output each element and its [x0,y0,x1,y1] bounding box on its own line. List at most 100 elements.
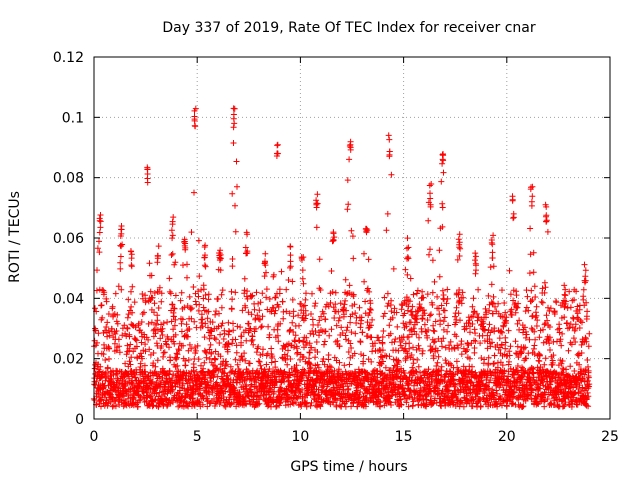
data-point [172,316,179,323]
data-point [211,335,218,341]
data-point [253,349,260,356]
data-point [404,350,411,357]
data-point [349,233,356,240]
data-point [405,244,412,251]
data-point [170,326,177,333]
data-point [436,273,443,280]
data-point [191,401,197,408]
data-point [346,361,353,368]
data-point [387,330,394,337]
data-point [426,312,433,319]
data-point [152,363,159,370]
data-point [533,323,540,329]
data-point [408,391,415,398]
data-point [289,278,296,285]
data-point [472,338,479,345]
data-point [457,245,464,252]
data-point [286,310,293,317]
data-point [384,303,391,310]
data-point [206,335,213,342]
data-point [271,310,278,317]
data-point [343,336,349,343]
data-point [351,350,358,357]
data-point [352,310,359,317]
data-point [266,331,273,338]
data-point [455,236,462,243]
data-point [94,267,100,274]
data-point [477,403,484,409]
data-point [242,244,249,251]
data-point [224,348,231,355]
data-point [419,288,426,295]
data-point [155,305,162,311]
data-point [292,390,299,397]
data-point [359,329,366,336]
data-point [314,191,321,198]
data-point [212,311,219,318]
data-point [470,295,477,302]
data-point [137,350,144,357]
data-point [455,344,462,351]
y-axis-label: ROTI / TECUs [7,191,23,283]
data-point [233,158,240,165]
data-point [145,336,152,343]
data-point [582,267,589,274]
data-point [147,394,154,400]
data-point [332,289,339,296]
data-point [367,306,373,312]
data-point [404,245,410,252]
data-point [127,361,134,368]
data-point [171,340,178,347]
data-point [419,347,426,354]
data-point [395,359,402,365]
data-point [343,327,350,334]
data-point [362,298,369,305]
data-point [439,204,446,211]
data-point [456,231,463,238]
data-point [159,365,166,372]
data-point [127,248,134,255]
data-point [338,324,345,331]
data-point [166,367,173,374]
data-point [258,324,264,331]
data-point [270,271,277,278]
data-point [239,356,246,363]
data-point [229,340,236,347]
x-tick-label: 5 [193,429,202,445]
data-point [381,310,388,317]
data-point [321,341,327,348]
data-point [380,358,386,365]
data-point [112,403,119,410]
data-point [202,348,209,355]
data-point [300,338,307,345]
data-point [469,303,476,310]
data-point [145,320,152,327]
data-point [270,398,277,405]
data-point [380,313,387,320]
data-point [403,294,410,301]
data-point [178,328,185,335]
data-point [172,259,179,266]
data-point [118,286,125,293]
data-point [459,289,466,296]
data-point [322,328,329,335]
data-point [330,229,337,236]
data-point [256,400,263,407]
data-point [292,338,299,345]
data-point [353,387,360,394]
data-point [290,329,297,335]
data-point [376,337,383,344]
data-point [91,397,98,404]
data-point [507,343,514,350]
data-point [445,322,452,329]
data-point [188,315,195,322]
data-point [335,368,342,375]
data-point [229,296,236,303]
data-point [151,300,158,307]
data-point [410,398,417,405]
data-point [409,402,416,409]
data-point [327,299,334,306]
data-point [172,331,179,338]
data-point [416,334,422,341]
data-point [135,320,142,327]
